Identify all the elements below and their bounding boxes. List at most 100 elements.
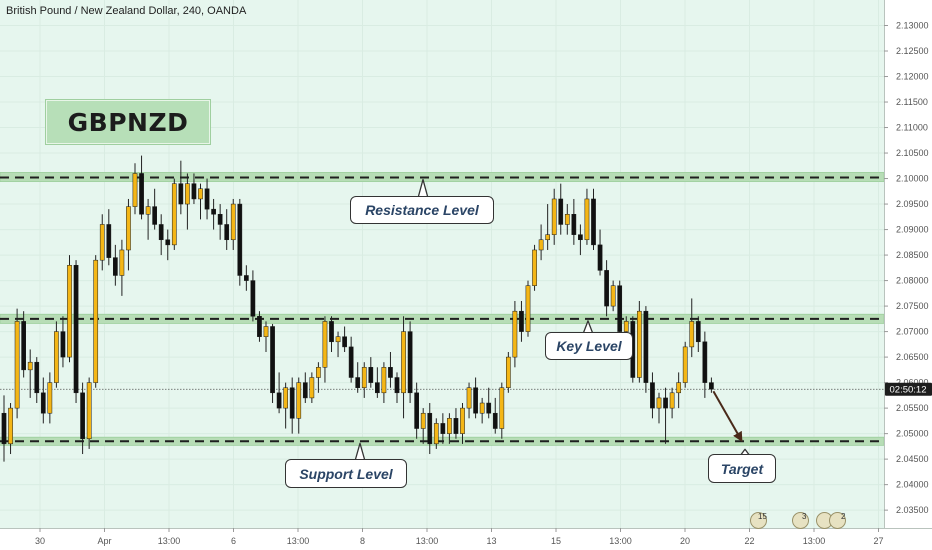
x-tick-label: 13:00	[609, 536, 632, 546]
y-tick-label: 2.05000	[896, 429, 929, 439]
calendar-event-icon[interactable]	[792, 512, 809, 529]
bullish-candle	[335, 336, 341, 343]
bullish-candle	[263, 326, 269, 337]
y-tick-label: 2.03500	[896, 505, 929, 515]
bearish-candle	[165, 239, 171, 246]
bullish-candle	[532, 249, 537, 286]
y-tick-label: 2.06000	[896, 378, 929, 388]
y-tick-label: 2.11000	[896, 123, 928, 133]
target-arrow	[712, 390, 743, 442]
bullish-candle	[656, 397, 662, 409]
bullish-candle	[145, 206, 151, 215]
bearish-candle	[440, 423, 446, 434]
bearish-candle	[302, 382, 308, 399]
bearish-candle	[492, 412, 498, 429]
y-tick-label: 2.07000	[896, 327, 929, 337]
bearish-candle	[224, 224, 230, 241]
bearish-candle	[60, 331, 66, 358]
bearish-candle	[191, 183, 197, 200]
bullish-candle	[316, 367, 321, 378]
bearish-candle	[40, 392, 46, 414]
x-tick-label: 30	[35, 536, 45, 546]
bearish-candle	[368, 367, 374, 383]
bullish-candle	[499, 387, 505, 429]
bullish-candle	[669, 392, 675, 409]
bullish-candle	[381, 367, 387, 394]
bearish-candle	[34, 361, 40, 394]
bearish-candle	[257, 316, 262, 337]
bullish-candle	[682, 346, 688, 383]
bearish-candle	[178, 183, 184, 205]
bullish-candle	[433, 423, 439, 445]
bullish-candle	[54, 331, 59, 383]
bullish-candle	[479, 402, 485, 414]
y-tick-label: 2.13000	[896, 21, 929, 31]
time-axis[interactable]: 30 Apr 13:00 6 13:00 8 13:00 13 15 13:00 20 22 13:00…	[35, 528, 884, 546]
bullish-candle	[506, 356, 511, 388]
bullish-candle	[185, 183, 190, 205]
key-level-label: Key Level	[545, 332, 633, 360]
bullish-candle	[512, 310, 518, 358]
bullish-candle	[584, 198, 590, 241]
ticker-badge: GBPNZD	[46, 100, 210, 144]
x-tick-label: 6	[231, 536, 236, 546]
bullish-candle	[447, 418, 452, 434]
price-axis[interactable]: 2.13000 2.12500 2.12000 2.11500 2.11000 2.105…	[884, 21, 929, 516]
bearish-candle	[342, 336, 347, 348]
bearish-candle	[237, 203, 243, 276]
bearish-candle	[571, 214, 577, 235]
bearish-candle	[375, 382, 380, 394]
calendar-event-icon[interactable]	[829, 512, 846, 529]
x-tick-label: 22	[744, 536, 754, 546]
bearish-candle	[348, 346, 354, 378]
symbol-title: British Pound / New Zealand Dollar, 240,…	[6, 5, 247, 17]
y-tick-label: 2.04000	[896, 480, 929, 490]
bearish-candle	[473, 387, 478, 414]
bullish-candle	[401, 331, 406, 394]
bearish-candle	[558, 198, 564, 225]
bearish-candle	[73, 265, 79, 394]
bullish-candle	[420, 412, 426, 429]
bearish-candle	[106, 224, 112, 258]
y-tick-label: 2.10000	[896, 174, 929, 184]
candles	[1, 155, 714, 462]
bearish-candle	[217, 214, 223, 225]
bullish-candle	[689, 321, 695, 348]
last-price-time: 02:50:12	[890, 385, 927, 396]
bearish-candle	[695, 321, 701, 343]
bullish-candle	[309, 377, 315, 399]
bullish-candle	[623, 321, 629, 332]
calendar-event-icon[interactable]	[750, 512, 767, 529]
bullish-candle	[545, 234, 550, 241]
x-tick-label: 27	[873, 536, 883, 546]
x-tick-label: 13	[486, 536, 496, 546]
bearish-candle	[355, 377, 361, 388]
bullish-candle	[361, 367, 367, 388]
bullish-candle	[93, 259, 99, 383]
bullish-candle	[296, 382, 302, 419]
bearish-candle	[80, 392, 85, 439]
bearish-candle	[453, 418, 459, 434]
bearish-candle	[211, 208, 216, 215]
bullish-candle	[283, 387, 288, 409]
bullish-candle	[132, 173, 138, 207]
target-label: Target	[708, 454, 776, 483]
bearish-candle	[591, 198, 596, 246]
y-tick-label: 2.10500	[896, 148, 929, 158]
bullish-candle	[610, 285, 616, 307]
x-tick-label: 8	[360, 536, 365, 546]
bearish-candle	[204, 188, 210, 210]
bullish-candle	[538, 239, 544, 251]
y-tick-label: 2.04500	[896, 454, 929, 464]
bearish-candle	[250, 280, 256, 317]
bearish-candle	[158, 224, 164, 241]
bullish-candle	[126, 206, 131, 251]
y-tick-label: 2.08000	[896, 276, 929, 286]
x-tick-label: 13:00	[287, 536, 310, 546]
bearish-candle	[289, 387, 295, 419]
y-tick-label: 2.07500	[896, 301, 929, 311]
bullish-candle	[322, 321, 328, 368]
bullish-candle	[637, 310, 642, 378]
